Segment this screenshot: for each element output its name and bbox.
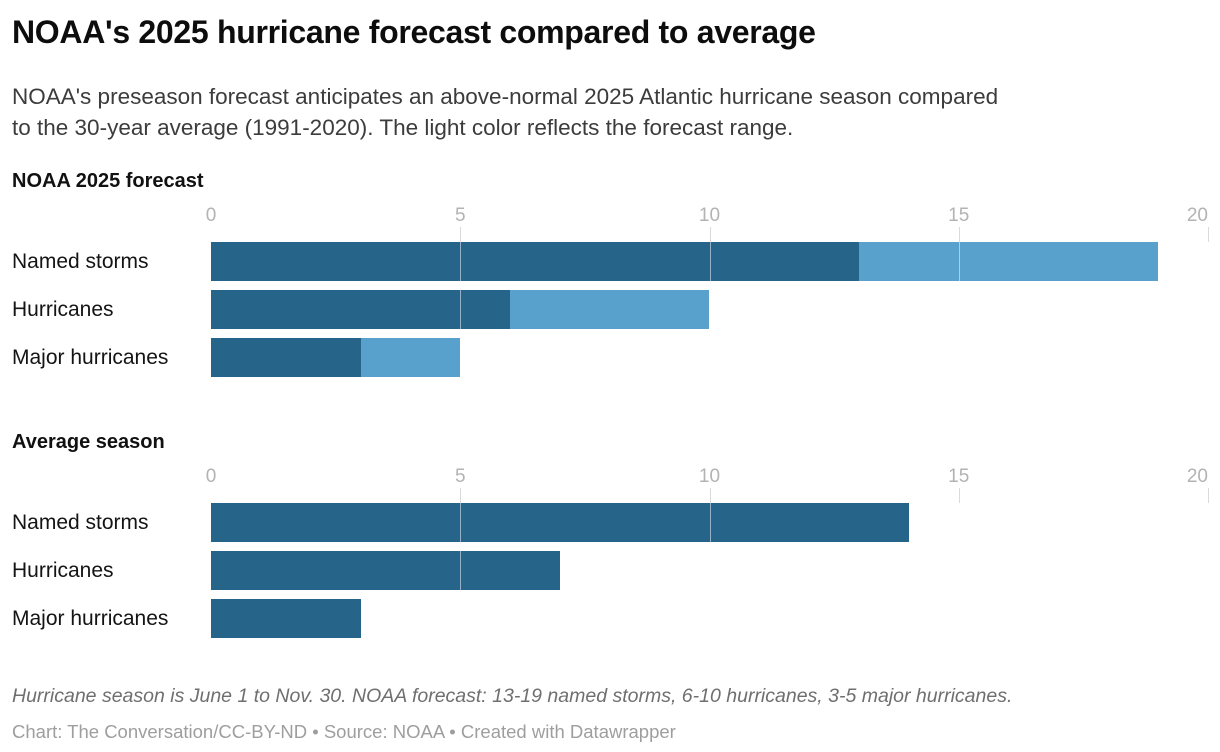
gridline-stub (709, 227, 711, 242)
chart-noaa-2025-forecast: NOAA 2025 forecast 0 5 10 15 20 Named storms… (12, 170, 1209, 377)
page-title: NOAA's 2025 hurricane forecast compared … (12, 14, 816, 50)
axis-tick-label: 20 (1186, 466, 1208, 487)
bar-row: Hurricanes (12, 551, 1208, 590)
axis-tick-label: 20 (1186, 205, 1208, 226)
x-axis: 0 5 10 15 20 (206, 205, 1208, 227)
axis-spacer (12, 466, 211, 488)
section-title-forecast: NOAA 2025 forecast (12, 170, 204, 192)
axis-spacer (12, 205, 211, 227)
bar-row: Named storms (12, 242, 1208, 281)
category-label: Hurricanes (12, 297, 114, 321)
bar-segment-light (859, 242, 1159, 281)
axis-tick-label: 15 (948, 205, 970, 226)
axis-tick-label: 10 (698, 205, 721, 226)
rows: Named storms Hurricanes Major hurricanes (12, 488, 1209, 638)
bar-track (211, 599, 1208, 638)
chart-subtitle: NOAA's preseason forecast anticipates an… (12, 84, 999, 140)
gridline-stub (1208, 488, 1209, 503)
gridline (1208, 503, 1209, 638)
bar-segment-dark (211, 551, 560, 590)
bar-track (211, 551, 1208, 590)
bar-row: Named storms (12, 503, 1208, 542)
bar-segment-dark (211, 338, 361, 377)
bar-segment-light (360, 338, 461, 377)
bar-track (211, 242, 1208, 281)
axis-tick-label: 10 (698, 466, 721, 487)
x-axis: 0 5 10 15 20 (206, 466, 1208, 488)
gridline-stub (460, 488, 462, 503)
chart-average-season: Average season 0 5 10 15 20 Named storms Hurr… (12, 431, 1209, 638)
category-label: Major hurricanes (12, 345, 169, 369)
bar-segment-dark (211, 503, 909, 542)
gridline-stub (958, 488, 960, 503)
axis-tick-label: 0 (205, 205, 217, 226)
bar-segment-light (510, 290, 710, 329)
bar-track (211, 338, 1208, 377)
bar-row: Hurricanes (12, 290, 1208, 329)
bar-segment-dark (211, 242, 860, 281)
bar-segment-dark (211, 599, 361, 638)
axis-tick-label: 5 (454, 466, 466, 487)
gridline-stub (958, 227, 960, 242)
axis-tick-label: 0 (205, 466, 217, 487)
chart-footnote: Hurricane season is June 1 to Nov. 30. N… (12, 685, 1013, 707)
bar-row: Major hurricanes (12, 338, 1208, 377)
section-title-average: Average season (12, 431, 165, 453)
axis-tick-label: 15 (948, 466, 970, 487)
bar-row: Major hurricanes (12, 599, 1208, 638)
gridline (1208, 242, 1209, 377)
chart-byline: Chart: The Conversation/CC-BY-ND • Sourc… (12, 721, 676, 742)
bar-segment-dark (211, 290, 511, 329)
category-label: Named storms (12, 249, 149, 273)
axis-tick-label: 5 (454, 205, 466, 226)
axis-row: 0 5 10 15 20 (12, 205, 1208, 227)
gridline-stub (709, 488, 711, 503)
category-label: Hurricanes (12, 558, 114, 582)
rows: Named storms Hurricanes Major hurricanes (12, 227, 1209, 377)
bar-track (211, 503, 1208, 542)
axis-row: 0 5 10 15 20 (12, 466, 1208, 488)
category-label: Named storms (12, 510, 149, 534)
gridline-stub (460, 227, 462, 242)
category-label: Major hurricanes (12, 606, 169, 630)
gridline-stub (1208, 227, 1209, 242)
bar-track (211, 290, 1208, 329)
